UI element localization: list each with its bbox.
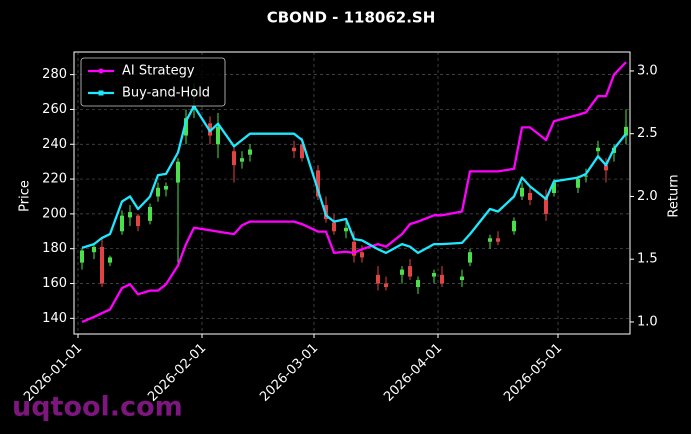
- candle-body: [496, 238, 500, 242]
- y2-tick-label: 1.0: [637, 314, 658, 329]
- candle-body: [460, 276, 464, 281]
- y2-tick-label: 2.5: [637, 126, 658, 141]
- candle-body: [184, 118, 188, 136]
- candle-body: [400, 269, 404, 275]
- candle-body: [316, 170, 320, 197]
- legend-label: AI Strategy: [122, 64, 195, 79]
- candle-body: [156, 187, 160, 197]
- y-tick-label: 240: [42, 137, 67, 152]
- candle-body: [108, 257, 112, 263]
- candle-body: [440, 274, 444, 284]
- candle-body: [232, 151, 236, 166]
- candle-body: [384, 283, 388, 287]
- y-tick-label: 220: [42, 172, 67, 187]
- candle-body: [300, 144, 304, 159]
- y-tick-label: 200: [42, 206, 67, 221]
- y2-tick-label: 3.0: [637, 63, 658, 78]
- candle-body: [520, 187, 524, 197]
- x-tick-label: 2026-03-01: [257, 341, 321, 405]
- y-tick-label: 160: [42, 276, 67, 291]
- candle-body: [512, 220, 516, 232]
- y2-tick-label: 2.0: [637, 189, 658, 204]
- legend-box: [80, 57, 226, 107]
- candle-body: [100, 246, 104, 284]
- candle-body: [488, 238, 492, 242]
- x-tick-label: 2026-05-01: [501, 341, 565, 405]
- candle-body: [604, 165, 608, 171]
- candle-body: [292, 147, 296, 152]
- candle-body: [432, 273, 436, 277]
- candle-body: [128, 212, 132, 218]
- legend-marker: [98, 90, 104, 96]
- candle-body: [80, 250, 84, 263]
- candle-body: [120, 215, 124, 232]
- candle-body: [240, 158, 244, 162]
- candle-body: [352, 241, 356, 256]
- y-tick-label: 260: [42, 102, 67, 117]
- candle-body: [376, 274, 380, 284]
- series-line: [81, 61, 627, 324]
- candle-body: [552, 182, 556, 193]
- candle-body: [624, 126, 628, 136]
- candle-body: [164, 186, 168, 190]
- candle-body: [468, 252, 472, 263]
- plot-frame: [73, 51, 631, 335]
- y-tick-label: 140: [42, 311, 67, 326]
- candle-body: [148, 206, 152, 221]
- candle-body: [344, 227, 348, 232]
- y2-tick-label: 1.5: [637, 252, 658, 267]
- candle-body: [332, 222, 336, 232]
- candle-body: [576, 179, 580, 188]
- y2-axis-label: Return: [667, 174, 682, 217]
- series-line: [81, 104, 627, 255]
- candle-body: [136, 215, 140, 227]
- candle-body: [360, 252, 364, 258]
- candle-body: [92, 246, 96, 253]
- y-tick-label: 280: [42, 67, 67, 82]
- candle-body: [408, 266, 412, 277]
- candle-body: [416, 280, 420, 287]
- watermark: uqtool.com: [12, 392, 183, 423]
- legend-label: Buy-and-Hold: [122, 86, 210, 101]
- y-axis-label: Price: [18, 180, 33, 212]
- candle-body: [584, 175, 588, 177]
- candle-body: [176, 161, 180, 183]
- candle-body: [528, 193, 532, 200]
- legend-marker: [98, 68, 104, 74]
- candle-body: [544, 196, 548, 214]
- chart-title: CBOND - 118062.SH: [267, 9, 436, 27]
- candle-body: [596, 147, 600, 152]
- y-tick-label: 180: [42, 241, 67, 256]
- candle-body: [248, 149, 252, 155]
- candle-body: [216, 126, 220, 145]
- x-tick-label: 2026-04-01: [381, 341, 445, 405]
